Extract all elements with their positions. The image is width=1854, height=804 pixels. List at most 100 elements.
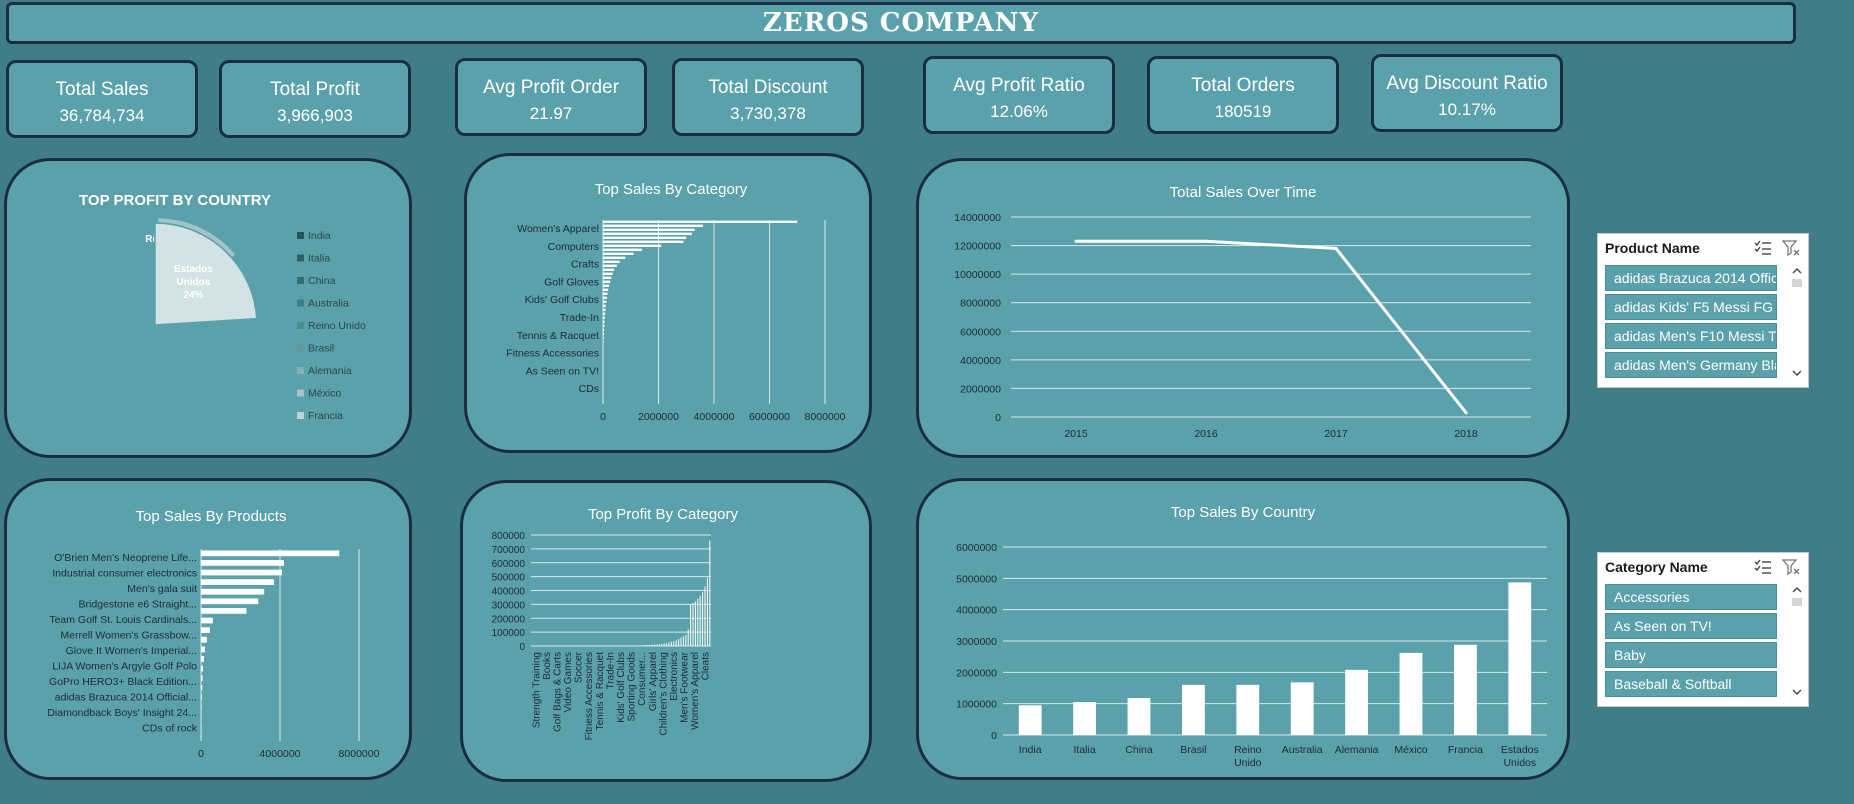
y-tick-label: Men's gala suit: [127, 583, 197, 595]
line-chart-sales-over-time: Total Sales Over Time 14000000 12000000 100…: [954, 184, 1531, 440]
y-tick-label: 500000: [492, 573, 526, 584]
bar: [706, 578, 708, 646]
column-chart-profit-by-category: Top Profit By Category 800000 700000 600000…: [492, 506, 739, 740]
bar: [603, 356, 604, 359]
bar: [603, 228, 695, 231]
y-tick-label: 400000: [492, 587, 526, 598]
slicer-scrollbar[interactable]: [1790, 583, 1804, 701]
x-tick-label: 2015: [1064, 428, 1088, 440]
chart-title: Top Profit By Category: [588, 506, 739, 523]
bar: [201, 675, 203, 681]
x-tick-label: Golf Bags & Carts: [552, 652, 563, 732]
y-tick-label: 200000: [492, 614, 526, 625]
bar: [603, 336, 604, 339]
kpi-label: Total Sales: [55, 79, 149, 100]
bar: [603, 268, 615, 271]
bar: [603, 292, 608, 295]
bar: [603, 328, 605, 331]
slicer-item[interactable]: Baby: [1605, 642, 1777, 668]
bar: [651, 644, 653, 646]
bar: [201, 656, 204, 662]
kpi-value: 3,730,378: [730, 104, 806, 123]
bar: [694, 601, 696, 646]
x-tick-label: Cleats: [701, 652, 712, 680]
clear-filter-icon[interactable]: [1782, 559, 1800, 575]
x-tick-label: 2016: [1194, 428, 1218, 440]
x-tick-label: Sporting Goods: [627, 652, 638, 722]
data-point: [1334, 246, 1338, 250]
slicer-header: Product Name: [1598, 234, 1808, 262]
bar: [692, 602, 694, 646]
slicer-title: Category Name: [1605, 559, 1708, 575]
chart-title: Top Sales By Category: [595, 181, 748, 198]
panel-profit-by-country: TOP PROFIT BY COUNTRYIndia4%Italia5%Chin…: [4, 158, 412, 458]
x-tick-label: Alemania: [1335, 744, 1379, 756]
multi-select-icon[interactable]: [1754, 240, 1772, 256]
bar: [201, 713, 202, 720]
chart-title: Top Sales By Products: [136, 508, 287, 525]
kpi-avg-profit-order: Avg Profit Order 21.97: [455, 58, 647, 136]
x-tick-label: Kids' Golf Clubs: [616, 652, 627, 723]
x-tick-label: 2017: [1324, 428, 1348, 440]
slice-label: Estados Unidos 24%: [174, 264, 213, 301]
bar: [649, 644, 651, 646]
y-tick-label: 2000000: [960, 383, 1001, 395]
x-tick-label: Consumer...: [637, 652, 648, 706]
x-tick-label: 4000000: [260, 748, 301, 760]
bar: [201, 694, 202, 701]
x-tick-label: 0: [600, 411, 606, 423]
bar: [201, 665, 203, 672]
x-tick-label: India: [1019, 744, 1042, 756]
x-tick-label: Soccer: [574, 651, 585, 683]
bar: [603, 392, 604, 395]
bar: [603, 232, 692, 235]
legend-label: Francia: [308, 410, 343, 422]
column-chart-sales-by-country: Top Sales By Country 6000000 5000000 400000…: [956, 504, 1547, 769]
y-tick-label: 6000000: [960, 326, 1001, 338]
slicer-item[interactable]: Accessories: [1605, 584, 1777, 610]
clear-filter-icon[interactable]: [1782, 240, 1800, 256]
bar: [603, 252, 634, 255]
slicer-item[interactable]: As Seen on TV!: [1605, 613, 1777, 639]
y-tick-label: Trade-In: [560, 312, 599, 324]
bar: [1018, 705, 1042, 735]
bar: [678, 639, 680, 646]
bar: [603, 312, 606, 315]
y-tick-label: 4000000: [956, 605, 997, 617]
y-tick-label: 0: [991, 730, 997, 742]
bar: [687, 629, 689, 646]
panel-sales-by-category: Top Sales By Category 0 2000000 4000000 6000…: [464, 153, 872, 453]
bar: [666, 643, 668, 646]
bar: [201, 627, 210, 633]
slicer-item[interactable]: adidas Brazuca 2014 Official...: [1605, 265, 1777, 291]
panel-sales-by-country: Top Sales By Country 6000000 5000000 400000…: [916, 478, 1570, 780]
x-tick-label: 0: [198, 748, 204, 760]
legend-swatch: [297, 254, 304, 262]
slicer-item[interactable]: adidas Men's F10 Messi TRX ...: [1605, 323, 1777, 349]
legend-swatch: [297, 389, 304, 397]
slicer-category-name[interactable]: Category Name Accessories As Seen on TV!…: [1597, 552, 1809, 707]
y-tick-label: Tennis & Racquet: [517, 330, 599, 342]
bar: [201, 608, 247, 614]
legend-swatch: [297, 412, 304, 419]
bar: [603, 272, 613, 275]
bar: [656, 644, 658, 646]
slicer-item[interactable]: adidas Kids' F5 Messi FG So...: [1605, 294, 1777, 320]
bar: [603, 332, 604, 335]
slicer-item[interactable]: Baseball & Softball: [1605, 671, 1777, 697]
y-tick-label: adidas Brazuca 2014 Official...: [55, 692, 197, 704]
bar: [603, 352, 604, 355]
y-tick-label: 3000000: [956, 636, 997, 648]
slicer-product-name[interactable]: Product Name adidas Brazuca 2014 Officia…: [1597, 233, 1809, 388]
bar: [201, 588, 265, 595]
legend-swatch: [297, 299, 304, 307]
y-tick-label: Diamondback Boys' Insight 24...: [47, 707, 197, 719]
multi-select-icon[interactable]: [1754, 559, 1772, 575]
slicer-scrollbar[interactable]: [1790, 264, 1804, 382]
legend-swatch: [297, 322, 304, 329]
bar: [690, 604, 692, 646]
x-tick-label: Italia: [1074, 744, 1096, 756]
slicer-item[interactable]: adidas Men's Germany Blac...: [1605, 352, 1777, 378]
bar: [663, 643, 665, 646]
y-tick-label: 5000000: [956, 573, 997, 585]
